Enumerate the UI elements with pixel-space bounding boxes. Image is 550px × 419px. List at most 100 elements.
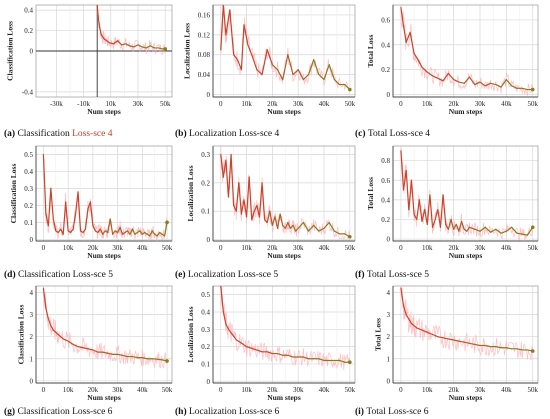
loss-point [458,230,460,232]
caption-text: Localization Loss-sce 6 [189,407,279,417]
caption-text: Total Loss-sce 6 [366,407,428,417]
loss-point [220,286,222,287]
smoothed-loss-segment [402,25,407,43]
loss-point [447,228,449,230]
loss-point [62,338,64,340]
y-tick-label: -0.4 [22,88,34,96]
x-tick-label: 40k [137,244,148,252]
x-tick-label: 50k [345,244,356,252]
smoothed-loss-segment [484,226,492,233]
smoothed-loss-segment [302,221,310,232]
panel-caption: (a) Classification Loss-sce 4 [4,128,113,139]
loss-point [45,213,47,215]
y-tick-label: 0.12 [198,31,211,39]
x-tick-label: 10k [241,386,252,394]
loss-point [153,47,155,49]
loss-point [109,218,111,220]
smoothed-loss-segment [52,218,57,232]
loss-point [405,314,407,316]
loss-point [225,34,227,36]
smoothed-loss-segment [410,179,415,216]
x-tick-label: 0 [399,386,403,394]
loss-point [112,353,114,355]
smoothed-loss-segment [129,228,134,235]
smoothed-loss-segment [466,226,471,232]
loss-point [98,19,100,21]
loss-point [108,42,110,44]
smoothed-loss-segment [479,226,486,232]
plot-frame [392,4,539,98]
loss-point [432,334,433,335]
series-layer [42,153,169,241]
loss-point [164,235,166,237]
loss-point [453,228,455,230]
smoothed-loss-segment [458,340,465,343]
smoothed-loss-segment [484,82,492,87]
smoothed-loss-segment [416,199,420,221]
loss-point [117,232,119,233]
series-layer [220,286,352,371]
x-tick-label: 20k [88,244,99,252]
smoothed-loss-segment [84,208,89,230]
x-tick-label: 30k [293,100,304,108]
loss-point [344,84,346,86]
loss-point [469,76,470,78]
y-axis-label: Total Loss [366,177,375,210]
smoothed-loss-segment [434,209,439,221]
loss-point [434,219,436,220]
y-tick-label: 1 [30,355,34,363]
x-tick-label: 20k [448,100,459,108]
smoothed-loss-segment [421,329,428,333]
smoothed-loss-segment [479,81,486,87]
smoothed-loss-segment [62,338,69,342]
loss-point [222,311,224,313]
panel-i: 0 10k 20k 30k 40k 50k 0 1 2 3 4 Num steps Total Loss… [355,285,538,417]
loss-point [85,228,86,230]
smoothed-loss-segment [437,336,444,339]
x-axis-label: Num steps [87,251,121,260]
loss-point [490,82,491,84]
y-tick-label: 0.3 [24,185,33,193]
loss-point [52,218,54,220]
smoothed-loss-segment [235,182,240,212]
smoothed-loss-segment [109,218,114,235]
loss-point [328,222,330,224]
smoothed-loss-segment [42,287,47,309]
loss-point [400,287,402,289]
x-tick-label: 40k [319,386,330,394]
loss-point [437,209,439,211]
smoothed-loss-segment [96,5,100,21]
loss-point [42,287,44,289]
smoothed-loss-segment [107,352,114,355]
y-axis-label: Total Loss [373,318,382,351]
smoothed-loss-segment [417,59,423,68]
smoothed-loss-segment [307,224,315,232]
panel-c: 0 10k 20k 30k 40k 50k 0 0.2 0.4 0.6 Num steps Total… [355,4,538,139]
loss-point [251,219,253,221]
smoothed-loss-segment [266,49,273,66]
panel-b: 0 10k 20k 30k 40k 50k 0 0.04 0.08 0.12 0.16 Num ste… [175,4,356,139]
smoothed-loss-segment [328,221,335,232]
smoothed-loss-segment [307,59,315,76]
loss-point [403,189,404,191]
loss-point [505,230,507,232]
smoothed-loss-segment [439,194,444,228]
loss-point [466,230,468,232]
y-axis-label: Localization Loss [186,165,195,221]
caption-prefix: (g) [4,406,17,417]
smoothed-loss-segment [229,9,235,56]
smoothed-loss-segment [89,201,94,227]
loss-point [42,154,44,155]
loss-point [442,80,444,82]
y-tick-label: 0 [30,377,34,385]
loss-point [240,213,242,215]
smoothed-loss-segment [102,230,106,235]
x-tick-label: 50k [345,100,356,108]
smoothed-loss-segment [139,230,143,235]
smoothed-loss-segment [297,221,304,229]
x-tick-label: -30k [50,100,63,108]
loss-point [426,331,428,333]
loss-point [246,216,248,218]
loss-point [156,235,158,237]
smoothed-loss-segment [47,187,52,227]
